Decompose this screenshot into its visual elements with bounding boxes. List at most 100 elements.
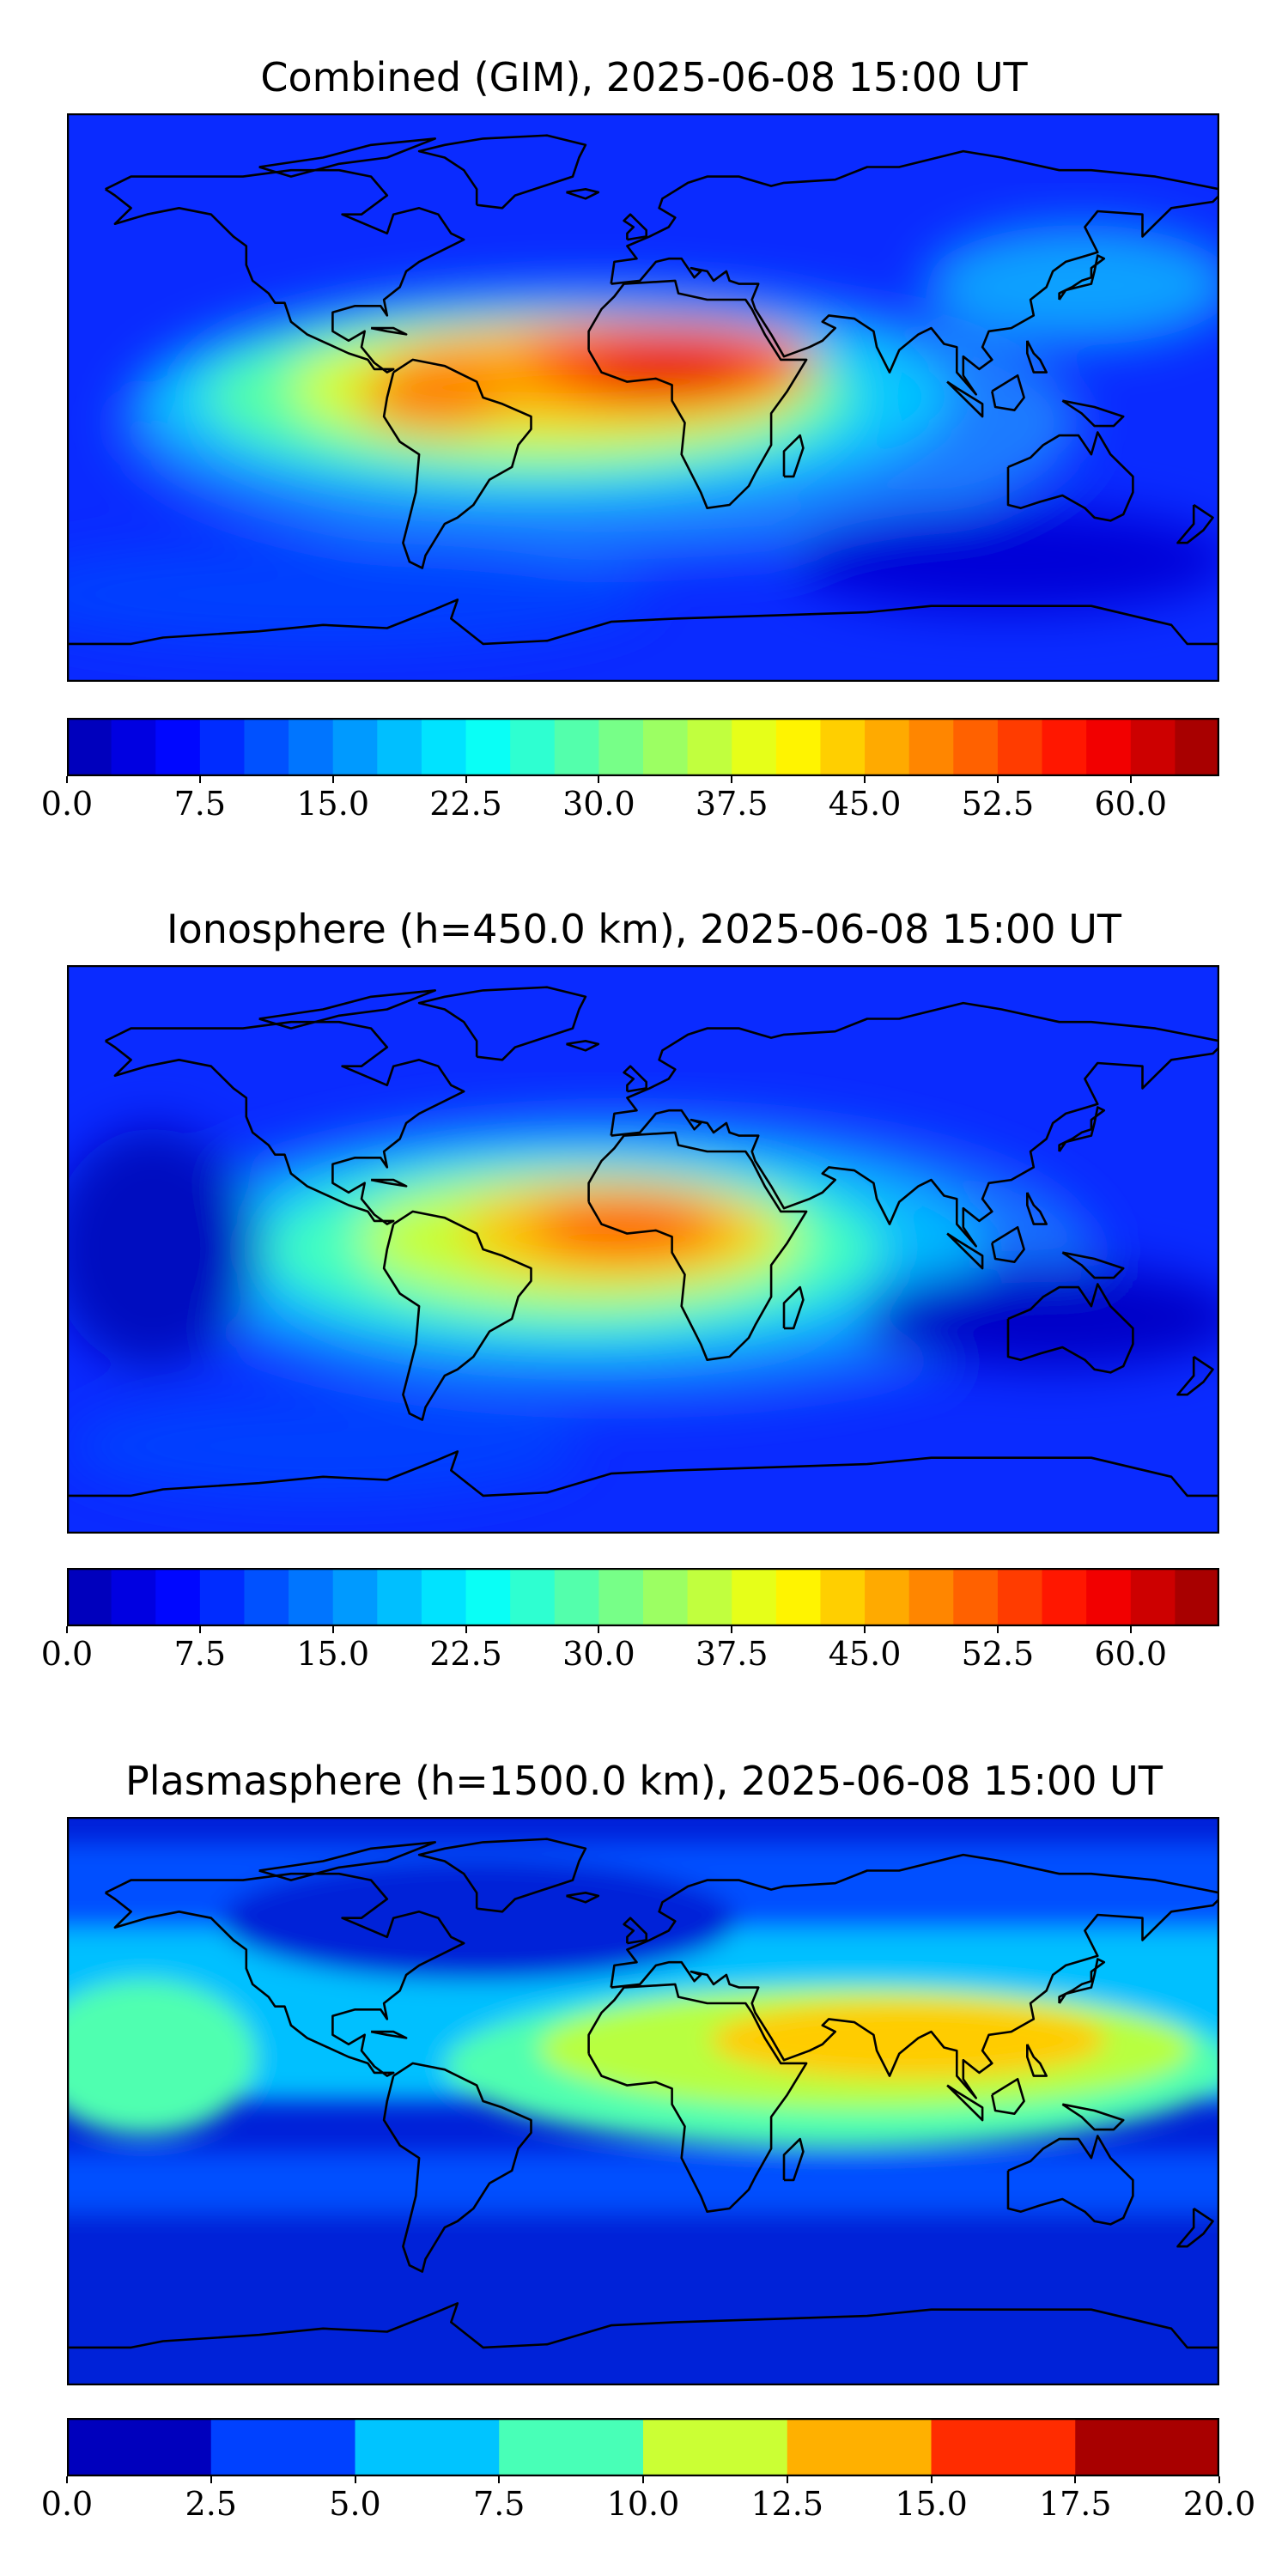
colorbar-tick-label: 15.0 xyxy=(895,2485,968,2523)
coastline xyxy=(1176,1355,1214,1396)
coastline xyxy=(417,986,587,1061)
colorbar-tick-mark xyxy=(1218,2476,1220,2483)
colorbar-swatch xyxy=(643,1568,689,1626)
coastline xyxy=(370,2030,408,2039)
colorbar-swatch xyxy=(465,1568,511,1626)
colorbar-tick-mark xyxy=(731,776,733,783)
colorbar-swatch xyxy=(554,718,599,776)
coastline xyxy=(1058,254,1106,301)
colorbar-swatch xyxy=(953,1568,999,1626)
colorbar-frame xyxy=(66,717,1220,777)
panel-1-colorbar-ticks: 0.0 7.5 15.0 22.5 30.0 37.5 45.0 52.5 60.0 xyxy=(41,776,1219,823)
coastline xyxy=(382,1210,532,1421)
coastline xyxy=(610,149,1219,396)
coastline xyxy=(417,134,587,210)
coastline xyxy=(1061,399,1125,428)
colorbar-swatch xyxy=(787,2418,933,2476)
coastline xyxy=(1176,503,1214,544)
colorbar-swatch xyxy=(953,718,999,776)
panel-3-title: Plasmasphere (h=1500.0 km), 2025-06-08 1… xyxy=(125,1758,1163,1804)
colorbar-swatch xyxy=(554,1568,599,1626)
colorbar-tick-label: 7.5 xyxy=(173,1635,227,1673)
colorbar-swatch xyxy=(111,1568,156,1626)
colorbar-tick-mark xyxy=(66,1626,68,1633)
colorbar-swatch xyxy=(908,718,954,776)
colorbar-tick-label: 30.0 xyxy=(562,1635,635,1673)
coastline xyxy=(382,2062,532,2273)
colorbar-tick-mark xyxy=(465,776,467,783)
colorbar-swatch xyxy=(820,1568,866,1626)
coastline xyxy=(370,1178,408,1188)
panel-1-title: Combined (GIM), 2025-06-08 15:00 UT xyxy=(260,54,1028,100)
colorbar-tick-label: 12.5 xyxy=(750,2485,824,2523)
colorbar-swatch xyxy=(67,718,112,776)
coastline xyxy=(258,137,436,178)
colorbar-tick-label: 7.5 xyxy=(473,2485,526,2523)
colorbar-swatch xyxy=(244,718,289,776)
colorbar-tick-label: 30.0 xyxy=(562,785,635,823)
colorbar-tick-mark xyxy=(1129,776,1132,783)
colorbar-tick-mark xyxy=(331,776,334,783)
colorbar-swatch xyxy=(687,1568,732,1626)
panel-1-map xyxy=(67,113,1219,682)
coastline xyxy=(104,1020,465,1225)
colorbar-tick-mark xyxy=(1074,2476,1077,2483)
colorbar-swatch xyxy=(1042,1568,1087,1626)
colorbar-swatch xyxy=(1086,1568,1132,1626)
colorbar-frame xyxy=(66,2417,1220,2477)
colorbar-swatch xyxy=(111,718,156,776)
map-frame xyxy=(67,1817,1219,2385)
colorbar-tick-mark xyxy=(331,1626,334,1633)
coastline xyxy=(1058,1958,1106,2004)
colorbar-tick-mark xyxy=(66,776,68,783)
colorbar-tick-label: 37.5 xyxy=(695,785,769,823)
coastline xyxy=(1006,431,1134,522)
colorbar-swatch xyxy=(67,1568,112,1626)
colorbar-swatch xyxy=(931,2418,1076,2476)
coastline xyxy=(67,2302,1219,2349)
coastline xyxy=(1026,340,1048,374)
colorbar-swatch xyxy=(1130,1568,1176,1626)
coastline xyxy=(782,1285,805,1330)
coastline xyxy=(1006,1283,1134,1374)
colorbar-swatch xyxy=(210,2418,356,2476)
coastline xyxy=(587,279,808,509)
coastline xyxy=(67,1450,1219,1498)
coastline xyxy=(623,1065,647,1093)
coastline xyxy=(587,1983,808,2213)
colorbar-tick-label: 20.0 xyxy=(1182,2485,1256,2523)
colorbar-tick-mark xyxy=(465,1626,467,1633)
coastline xyxy=(1058,1106,1106,1152)
colorbar-tick-mark xyxy=(642,2476,644,2483)
colorbar-tick-label: 0.0 xyxy=(40,785,94,823)
colorbar-tick-label: 45.0 xyxy=(828,1635,902,1673)
colorbar-swatch xyxy=(155,718,201,776)
colorbar-tick-mark xyxy=(864,1626,866,1633)
colorbar-tick-label: 37.5 xyxy=(695,1635,769,1673)
panel-2-colorbar xyxy=(66,1567,1220,1627)
colorbar-swatch xyxy=(510,1568,556,1626)
colorbar-swatch xyxy=(510,718,556,776)
colorbar-swatch xyxy=(155,1568,201,1626)
colorbar-tick-mark xyxy=(210,2476,212,2483)
colorbar-tick-mark xyxy=(198,1626,201,1633)
map-frame xyxy=(67,113,1219,682)
colorbar-swatch xyxy=(377,1568,422,1626)
coastline xyxy=(1006,2135,1134,2226)
colorbar-tick-label: 52.5 xyxy=(961,785,1035,823)
colorbar-swatch xyxy=(687,718,732,776)
colorbar-tick-mark xyxy=(354,2476,356,2483)
colorbar-tick-label: 45.0 xyxy=(828,785,902,823)
colorbar-tick-label: 22.5 xyxy=(429,1635,502,1673)
panel-3-map xyxy=(67,1817,1219,2385)
coastline xyxy=(417,1838,587,1913)
colorbar-swatch xyxy=(1130,718,1176,776)
colorbar-tick-label: 0.0 xyxy=(40,2485,94,2523)
colorbar-swatch xyxy=(775,1568,822,1626)
colorbar-swatch xyxy=(598,718,644,776)
colorbar-swatch xyxy=(332,718,378,776)
coastline xyxy=(782,434,805,478)
colorbar-swatch xyxy=(1175,1568,1220,1626)
colorbar-swatch xyxy=(465,718,511,776)
colorbar-tick-mark xyxy=(66,2476,68,2483)
